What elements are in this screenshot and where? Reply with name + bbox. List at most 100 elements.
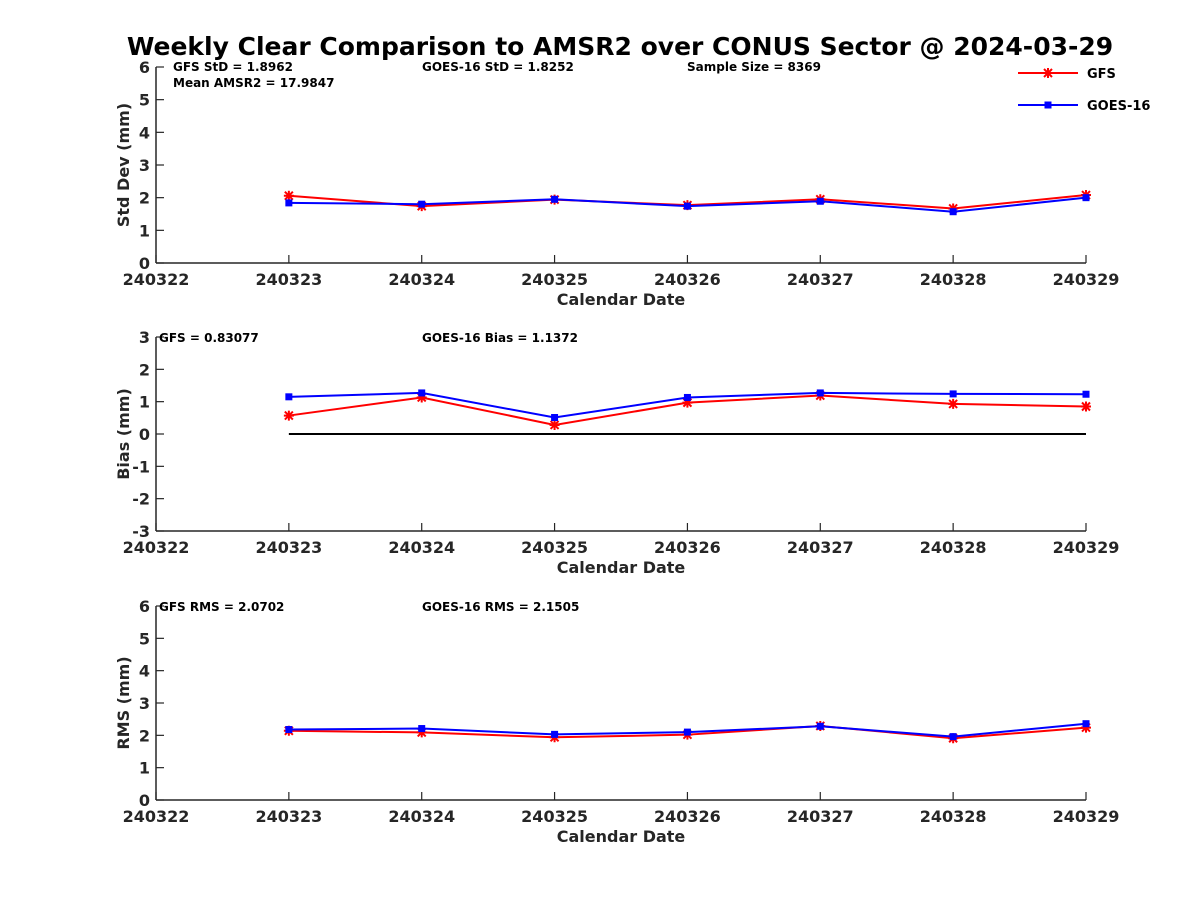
x-tick-label: 240327	[787, 807, 854, 826]
data-point	[551, 195, 559, 203]
x-tick-label: 240323	[255, 270, 322, 289]
data-point	[949, 733, 957, 741]
x-tick-label: 240323	[255, 807, 322, 826]
stat-annotation: Mean AMSR2 = 17.9847	[173, 76, 334, 90]
y-tick-label: -3	[132, 522, 150, 541]
stat-annotation: GFS = 0.83077	[159, 331, 259, 345]
y-tick-label: 2	[139, 189, 150, 208]
panel-1: 0 1 2 3 4 5 6 240322 240323 240324 240325 240326 240…	[114, 58, 1119, 309]
x-tick-label: 240322	[123, 270, 190, 289]
panel-3: 0 1 2 3 4 5 6 240322 240323 240324 240325 240326 240…	[114, 597, 1119, 846]
data-point	[416, 392, 427, 403]
panel-2: -3 -2 -1 0 1 2 3 240322 240323 240324 240325 240326…	[114, 328, 1119, 577]
x-axis-label: Calendar Date	[557, 290, 686, 309]
y-tick-label: 5	[139, 91, 150, 110]
data-point	[551, 730, 559, 738]
data-point	[816, 197, 824, 205]
legend-entry-gfs: GFS	[1018, 67, 1116, 82]
x-tick-label: 240324	[388, 270, 455, 289]
data-point	[683, 393, 691, 401]
x-tick-label: 240328	[920, 270, 987, 289]
x-tick-label: 240324	[388, 538, 455, 557]
y-tick-label: 2	[139, 726, 150, 745]
data-point	[285, 726, 293, 734]
x-tick-label: 240329	[1053, 807, 1120, 826]
y-tick-label: 1	[139, 759, 150, 778]
y-axis-label: Bias (mm)	[114, 388, 133, 480]
x-tick-label: 240325	[521, 538, 588, 557]
stat-annotation: GOES-16 StD = 1.8252	[422, 60, 574, 74]
series-goes-16	[285, 194, 1090, 216]
x-tick-label: 240325	[521, 270, 588, 289]
y-tick-label: 0	[139, 425, 150, 444]
y-tick-label: 6	[139, 58, 150, 77]
y-axis-label: Std Dev (mm)	[114, 103, 133, 227]
y-tick-label: 1	[139, 393, 150, 412]
x-axis-label: Calendar Date	[557, 827, 686, 846]
data-point	[682, 397, 693, 408]
y-tick-label: -1	[132, 457, 150, 476]
data-point	[1081, 722, 1091, 733]
data-point	[1082, 390, 1090, 398]
data-point	[683, 202, 691, 210]
y-tick-label: 4	[139, 662, 150, 681]
series-goes-16	[285, 389, 1090, 422]
data-point	[1081, 401, 1091, 412]
legend-entry-goes-16: GOES-16	[1018, 99, 1150, 114]
x-tick-label: 240329	[1053, 538, 1120, 557]
data-point	[418, 725, 426, 733]
data-point	[285, 199, 293, 207]
data-point	[1082, 194, 1090, 202]
data-point	[1082, 720, 1090, 728]
legend-marker	[1043, 68, 1053, 78]
legend-label: GOES-16	[1087, 99, 1150, 114]
data-point	[949, 208, 957, 216]
y-tick-label: 3	[139, 694, 150, 713]
x-tick-label: 240327	[787, 538, 854, 557]
x-tick-label: 240325	[521, 807, 588, 826]
data-point	[285, 393, 293, 401]
data-point	[551, 414, 559, 422]
y-tick-label: 0	[139, 254, 150, 273]
x-tick-label: 240328	[920, 807, 987, 826]
series-goes-16	[285, 720, 1090, 741]
data-point	[418, 389, 426, 397]
data-point	[416, 727, 427, 738]
data-point	[948, 398, 959, 409]
data-point	[283, 410, 294, 421]
stat-annotation: GOES-16 RMS = 2.1505	[422, 600, 579, 614]
x-tick-label: 240326	[654, 538, 721, 557]
y-tick-label: 2	[139, 360, 150, 379]
stat-annotation: GFS RMS = 2.0702	[159, 600, 284, 614]
data-point	[683, 728, 691, 736]
y-tick-label: -2	[132, 490, 150, 509]
stat-annotation: Sample Size = 8369	[687, 60, 821, 74]
y-tick-label: 3	[139, 156, 150, 175]
data-point	[418, 200, 426, 208]
data-point	[949, 390, 957, 398]
y-tick-label: 1	[139, 221, 150, 240]
stat-annotation: GOES-16 Bias = 1.1372	[422, 331, 578, 345]
x-tick-label: 240329	[1053, 270, 1120, 289]
data-point	[549, 419, 560, 430]
y-tick-label: 6	[139, 597, 150, 616]
legend: GFS GOES-16	[1018, 67, 1150, 114]
y-tick-label: 0	[139, 791, 150, 810]
x-tick-label: 240322	[123, 538, 190, 557]
legend-label: GFS	[1087, 67, 1116, 82]
y-tick-label: 4	[139, 123, 150, 142]
x-tick-label: 240323	[255, 538, 322, 557]
data-point	[816, 389, 824, 397]
y-tick-label: 5	[139, 629, 150, 648]
data-point	[816, 722, 824, 730]
x-axis-label: Calendar Date	[557, 558, 686, 577]
x-tick-label: 240326	[654, 270, 721, 289]
y-axis-label: RMS (mm)	[114, 656, 133, 749]
x-tick-label: 240326	[654, 807, 721, 826]
legend-marker	[1044, 101, 1052, 109]
x-tick-label: 240328	[920, 538, 987, 557]
x-tick-label: 240322	[123, 807, 190, 826]
stat-annotation: GFS StD = 1.8962	[173, 60, 293, 74]
